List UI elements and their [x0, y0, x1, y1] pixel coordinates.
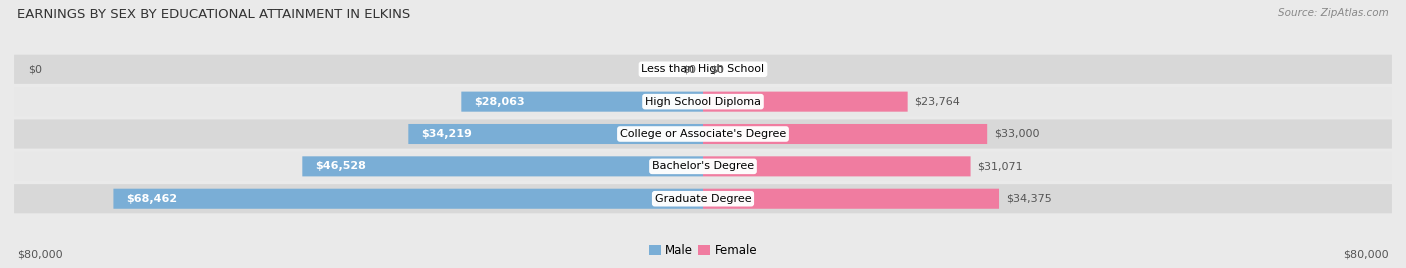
Text: High School Diploma: High School Diploma [645, 97, 761, 107]
FancyBboxPatch shape [703, 124, 987, 144]
FancyBboxPatch shape [14, 120, 1392, 148]
Text: $33,000: $33,000 [994, 129, 1039, 139]
FancyBboxPatch shape [703, 156, 970, 176]
Text: $0: $0 [710, 64, 724, 74]
Text: $31,071: $31,071 [977, 161, 1024, 171]
FancyBboxPatch shape [14, 152, 1392, 181]
FancyBboxPatch shape [461, 92, 703, 112]
Text: $80,000: $80,000 [17, 250, 62, 260]
Text: $34,219: $34,219 [422, 129, 472, 139]
Text: $28,063: $28,063 [474, 97, 524, 107]
FancyBboxPatch shape [14, 87, 1392, 116]
Text: $34,375: $34,375 [1005, 194, 1052, 204]
Text: $68,462: $68,462 [127, 194, 177, 204]
Text: $0: $0 [682, 64, 696, 74]
Text: $0: $0 [28, 64, 42, 74]
FancyBboxPatch shape [703, 189, 1000, 209]
Text: Graduate Degree: Graduate Degree [655, 194, 751, 204]
Text: Bachelor's Degree: Bachelor's Degree [652, 161, 754, 171]
FancyBboxPatch shape [703, 92, 908, 112]
Text: Source: ZipAtlas.com: Source: ZipAtlas.com [1278, 8, 1389, 18]
Text: $23,764: $23,764 [914, 97, 960, 107]
Text: EARNINGS BY SEX BY EDUCATIONAL ATTAINMENT IN ELKINS: EARNINGS BY SEX BY EDUCATIONAL ATTAINMEN… [17, 8, 411, 21]
FancyBboxPatch shape [408, 124, 703, 144]
FancyBboxPatch shape [302, 156, 703, 176]
FancyBboxPatch shape [14, 184, 1392, 213]
Text: Less than High School: Less than High School [641, 64, 765, 74]
FancyBboxPatch shape [14, 55, 1392, 84]
FancyBboxPatch shape [114, 189, 703, 209]
Text: $80,000: $80,000 [1344, 250, 1389, 260]
Text: $46,528: $46,528 [315, 161, 366, 171]
Text: College or Associate's Degree: College or Associate's Degree [620, 129, 786, 139]
Legend: Male, Female: Male, Female [644, 239, 762, 262]
